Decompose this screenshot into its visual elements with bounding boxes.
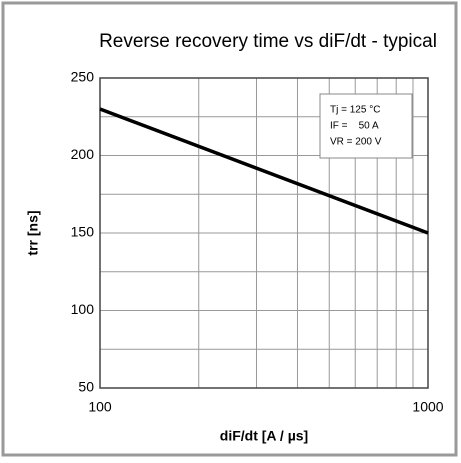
y-tick-label: 150 <box>71 224 95 240</box>
data-line <box>99 107 429 235</box>
x-axis-label: diF/dt [A / µs] <box>220 428 308 444</box>
y-axis-label: trr [ns] <box>25 210 41 255</box>
y-tick-label: 250 <box>71 69 95 85</box>
y-tick-label: 50 <box>78 379 94 395</box>
y-tick-label: 100 <box>71 301 95 317</box>
annotation: Tj = 125 °C <box>330 105 380 116</box>
y-tick-label: 200 <box>71 146 95 162</box>
annotation: IF = 50 A <box>330 121 379 132</box>
annotation: VR = 200 V <box>330 137 382 148</box>
chart-title: Reverse recovery time vs diF/dt - typica… <box>99 31 437 52</box>
annotation-box <box>319 93 413 159</box>
x-tick-label: 1000 <box>412 399 443 415</box>
x-tick-label: 100 <box>88 399 112 415</box>
